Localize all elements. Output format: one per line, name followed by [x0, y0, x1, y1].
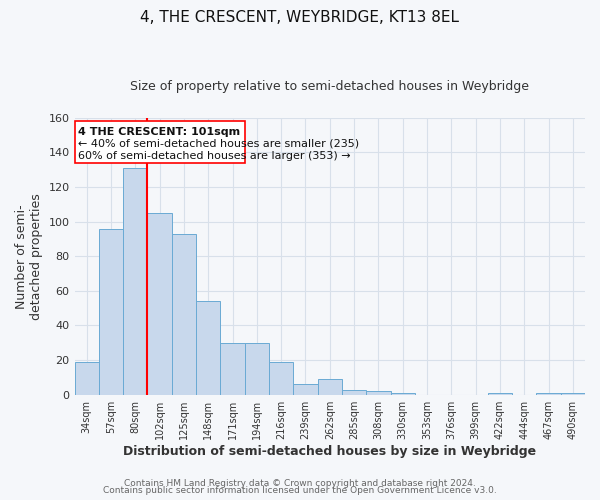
- X-axis label: Distribution of semi-detached houses by size in Weybridge: Distribution of semi-detached houses by …: [123, 444, 536, 458]
- Bar: [74, 362, 99, 394]
- Bar: [245, 343, 269, 394]
- Bar: [99, 228, 123, 394]
- Text: Contains HM Land Registry data © Crown copyright and database right 2024.: Contains HM Land Registry data © Crown c…: [124, 478, 476, 488]
- Title: Size of property relative to semi-detached houses in Weybridge: Size of property relative to semi-detach…: [130, 80, 529, 93]
- Bar: [366, 391, 391, 394]
- FancyBboxPatch shape: [74, 121, 245, 163]
- Bar: [342, 390, 366, 394]
- Bar: [293, 384, 317, 394]
- Text: Contains public sector information licensed under the Open Government Licence v3: Contains public sector information licen…: [103, 486, 497, 495]
- Bar: [488, 393, 512, 394]
- Bar: [220, 343, 245, 394]
- Text: 60% of semi-detached houses are larger (353) →: 60% of semi-detached houses are larger (…: [78, 150, 351, 160]
- Y-axis label: Number of semi-
detached properties: Number of semi- detached properties: [15, 193, 43, 320]
- Bar: [536, 393, 560, 394]
- Bar: [123, 168, 148, 394]
- Bar: [196, 301, 220, 394]
- Bar: [172, 234, 196, 394]
- Text: ← 40% of semi-detached houses are smaller (235): ← 40% of semi-detached houses are smalle…: [78, 139, 359, 149]
- Bar: [560, 393, 585, 394]
- Text: 4 THE CRESCENT: 101sqm: 4 THE CRESCENT: 101sqm: [78, 127, 241, 137]
- Bar: [148, 213, 172, 394]
- Text: 4, THE CRESCENT, WEYBRIDGE, KT13 8EL: 4, THE CRESCENT, WEYBRIDGE, KT13 8EL: [140, 10, 460, 25]
- Bar: [269, 362, 293, 394]
- Bar: [317, 379, 342, 394]
- Bar: [391, 393, 415, 394]
